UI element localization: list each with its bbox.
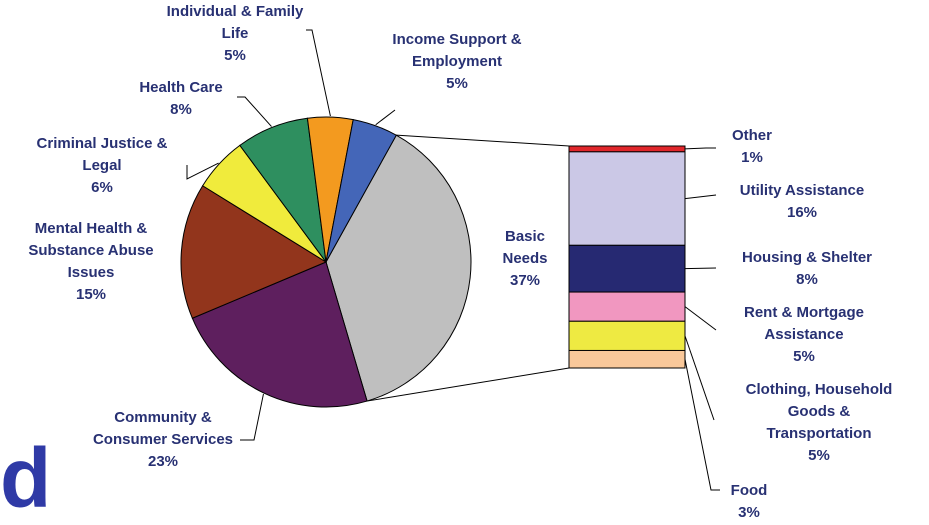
leader-line-criminal-justice-legal: [186, 162, 219, 180]
leader-line-health-care: [237, 96, 272, 127]
partial-page-letter: d: [0, 431, 52, 525]
pie-slice-mental-health-substance-abuse-issues: [180, 185, 328, 319]
leader-line-income-support-employment: [375, 109, 396, 126]
pie-label-mental-health-substance-abuse-issues: Mental Health & Substance Abuse Issues 15%: [28, 220, 153, 303]
bar-label-other: Other 1%: [732, 127, 772, 166]
bar-label-housing-shelter: Housing & Shelter 8%: [742, 249, 872, 288]
leader-line-rent-mortgage: [684, 306, 717, 331]
leader-line-other: [684, 147, 716, 150]
connector-line-top: [396, 134, 570, 147]
leader-lines: [186, 29, 720, 491]
pie-label-health-care: Health Care 8%: [139, 79, 222, 118]
bar-label-utility-assistance: Utility Assistance 16%: [740, 182, 865, 221]
bar-label-food: Food 3%: [731, 482, 768, 521]
connector-line-bottom: [366, 367, 570, 402]
bar-segment-rent-mortgage-assistance: [568, 291, 686, 322]
pie-label-criminal-justice-legal: Criminal Justice & Legal 6%: [37, 135, 168, 196]
pie-label-community-consumer-services: Community & Consumer Services 23%: [93, 409, 233, 470]
pie-label-individual-family-life: Individual & Family Life 5%: [167, 3, 304, 64]
leader-line-community-consumer-services: [240, 393, 264, 441]
pie-slice-community-consumer-services: [191, 261, 368, 408]
bar-segment-clothing-household-goods-transportation: [568, 320, 686, 351]
leader-line-food: [684, 359, 720, 491]
leader-line-individual-family-life: [306, 29, 331, 117]
bar-segment-housing-shelter: [568, 244, 686, 293]
bar-segment-food: [568, 349, 686, 369]
bar-label-rent-mortgage-assistance: Rent & Mortgage Assistance 5%: [744, 304, 864, 365]
pie-slices: [180, 116, 472, 408]
connector-lines: [366, 134, 570, 402]
data-labels: Basic Needs 37% Community & Consumer Service…: [28, 3, 892, 521]
stacked-bar-segments: [568, 145, 686, 369]
bar-label-clothing-household-goods-transportation: Clothing, Household Goods & Transportation…: [746, 381, 893, 464]
leader-line-clothing-household: [684, 335, 715, 421]
leader-line-housing-shelter: [684, 267, 717, 270]
pie-slice-basic-needs: [325, 134, 472, 402]
pie-label-basic-needs: Basic Needs 37%: [502, 228, 547, 289]
pie-slice-income-support-employment: [325, 118, 397, 263]
pie-label-income-support-employment: Income Support & Employment 5%: [392, 31, 521, 92]
bar-segment-utility-assistance: [568, 151, 686, 246]
bar-segment-other: [568, 145, 686, 153]
leader-line-utility-assistance: [684, 194, 717, 200]
